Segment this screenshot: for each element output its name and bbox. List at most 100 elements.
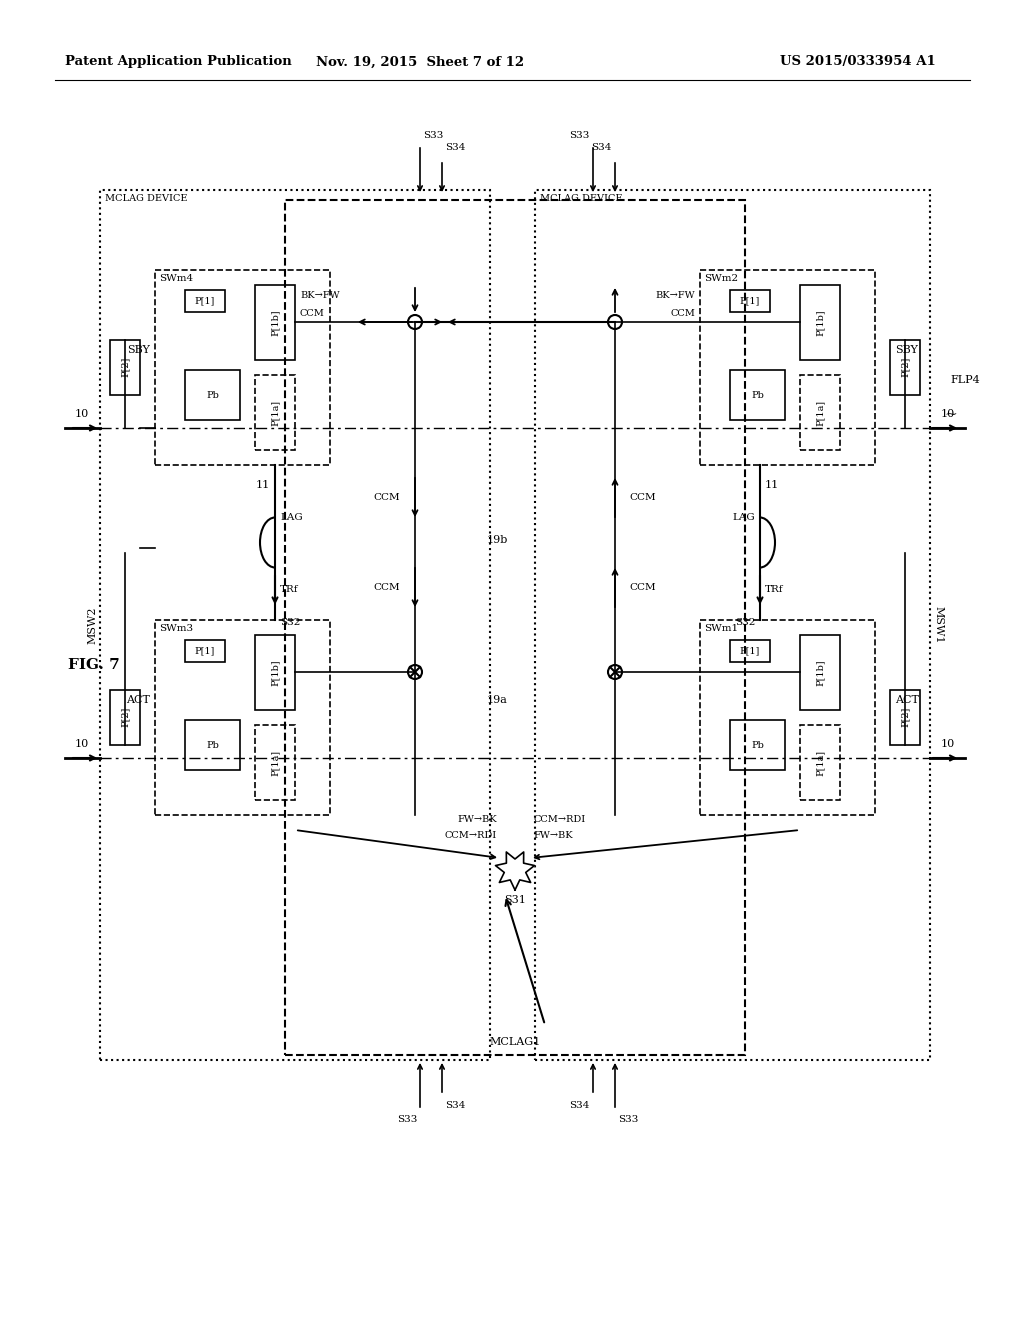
Text: BK→FW: BK→FW [655, 290, 695, 300]
Text: 10: 10 [941, 739, 955, 748]
Text: MCLAG DEVICE: MCLAG DEVICE [105, 194, 187, 203]
Text: P[2]: P[2] [121, 706, 129, 727]
Text: CCM: CCM [374, 494, 400, 503]
Text: MCLAG1: MCLAG1 [489, 1038, 541, 1047]
Text: Pb: Pb [206, 741, 219, 750]
Text: S33: S33 [423, 131, 443, 140]
Bar [730, 719, 785, 770]
Bar [255, 635, 295, 710]
Text: 11: 11 [765, 480, 779, 490]
Bar [155, 271, 330, 465]
Bar [185, 719, 240, 770]
Text: SWm3: SWm3 [159, 624, 194, 634]
Text: P[1a]: P[1a] [815, 400, 824, 425]
Bar [110, 690, 140, 744]
Bar [185, 290, 225, 312]
Bar [730, 370, 785, 420]
Text: ACT: ACT [895, 696, 919, 705]
Text: MCLAG DEVICE: MCLAG DEVICE [540, 194, 623, 203]
Bar [800, 635, 840, 710]
Text: SBY: SBY [895, 345, 918, 355]
Text: FW→BK: FW→BK [458, 816, 497, 825]
Text: 11: 11 [256, 480, 270, 490]
Text: SBY: SBY [127, 345, 150, 355]
Text: ~: ~ [944, 408, 956, 422]
Text: SWm4: SWm4 [159, 275, 194, 282]
Text: SWm1: SWm1 [705, 624, 738, 634]
Text: Pb: Pb [751, 391, 764, 400]
Text: S32: S32 [280, 618, 300, 627]
Text: P[1]: P[1] [195, 297, 215, 305]
Text: P[2]: P[2] [900, 356, 909, 378]
Text: Pb: Pb [751, 741, 764, 750]
Text: MSW2: MSW2 [87, 606, 97, 644]
Text: P[1b]: P[1b] [270, 659, 280, 686]
Text: S31: S31 [504, 895, 526, 906]
Text: ACT: ACT [126, 696, 150, 705]
Bar [800, 285, 840, 360]
Polygon shape [496, 851, 535, 890]
Text: US 2015/0333954 A1: US 2015/0333954 A1 [780, 55, 936, 69]
Bar [185, 640, 225, 663]
Text: BK→FW: BK→FW [300, 290, 340, 300]
Text: CCM: CCM [630, 494, 656, 503]
Text: S34: S34 [569, 1101, 590, 1110]
Text: FW→BK: FW→BK [534, 830, 572, 840]
Text: S33: S33 [569, 131, 590, 140]
Bar [255, 375, 295, 450]
Text: Patent Application Publication: Patent Application Publication [65, 55, 292, 69]
Text: S34: S34 [445, 144, 465, 153]
Text: P[1a]: P[1a] [270, 400, 280, 425]
Text: CCM→RDI: CCM→RDI [444, 830, 497, 840]
Text: P[2]: P[2] [900, 706, 909, 727]
Text: 19a: 19a [486, 696, 508, 705]
Text: P[1b]: P[1b] [815, 659, 824, 686]
Text: S33: S33 [396, 1115, 417, 1125]
Bar [800, 375, 840, 450]
Text: CCM: CCM [300, 309, 325, 318]
Text: P[1]: P[1] [739, 297, 760, 305]
Bar [100, 190, 490, 1060]
Bar [700, 271, 874, 465]
Bar [255, 285, 295, 360]
Bar [255, 725, 295, 800]
Bar [185, 370, 240, 420]
Text: 10: 10 [75, 739, 89, 748]
Text: SWm2: SWm2 [705, 275, 738, 282]
Bar [700, 620, 874, 814]
Text: S33: S33 [618, 1115, 638, 1125]
Bar [730, 290, 770, 312]
Text: 10: 10 [941, 409, 955, 418]
Text: P[1a]: P[1a] [270, 750, 280, 776]
Text: CCM→RDI: CCM→RDI [534, 816, 586, 825]
Text: P[1]: P[1] [195, 647, 215, 656]
Bar [890, 690, 920, 744]
Text: CCM: CCM [374, 582, 400, 591]
Text: Pb: Pb [206, 391, 219, 400]
Text: TRf: TRf [765, 585, 783, 594]
Bar [890, 341, 920, 395]
Bar [110, 341, 140, 395]
Text: LAG: LAG [732, 513, 755, 521]
Bar [155, 620, 330, 814]
Text: 19b: 19b [486, 535, 508, 545]
Text: CCM: CCM [670, 309, 695, 318]
Text: S34: S34 [445, 1101, 465, 1110]
Text: P[1]: P[1] [739, 647, 760, 656]
Text: CCM: CCM [630, 582, 656, 591]
Text: LAG: LAG [280, 513, 303, 521]
Text: P[1a]: P[1a] [815, 750, 824, 776]
Text: 10: 10 [75, 409, 89, 418]
Text: TRf: TRf [280, 585, 299, 594]
Bar [800, 725, 840, 800]
Bar [730, 640, 770, 663]
Text: FLP4: FLP4 [950, 375, 980, 385]
Text: P[1b]: P[1b] [815, 309, 824, 335]
Text: P[1b]: P[1b] [270, 309, 280, 335]
Text: Nov. 19, 2015  Sheet 7 of 12: Nov. 19, 2015 Sheet 7 of 12 [316, 55, 524, 69]
Text: P[2]: P[2] [121, 356, 129, 378]
Bar [535, 190, 930, 1060]
Text: MSW1: MSW1 [933, 606, 943, 644]
Bar [285, 201, 745, 1055]
Text: FIG. 7: FIG. 7 [68, 657, 120, 672]
